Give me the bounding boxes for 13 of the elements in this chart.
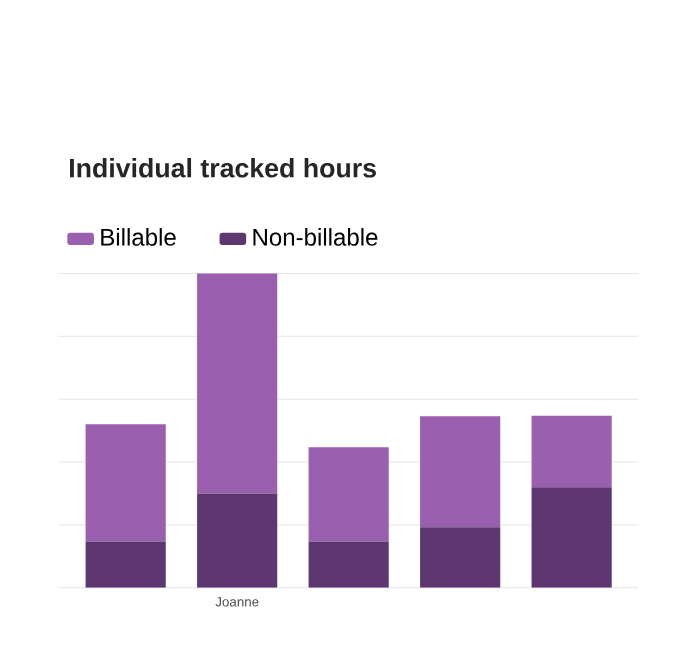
bar (531, 415, 612, 488)
legend-label: Non-billable (253, 228, 378, 246)
bar (197, 273, 278, 494)
bar (308, 541, 389, 588)
bar (197, 493, 278, 588)
bar (531, 487, 612, 588)
bar (420, 416, 501, 528)
bar (308, 447, 389, 542)
legend-label: Billable (101, 228, 176, 246)
bar (85, 541, 166, 588)
bar (420, 527, 501, 588)
bar (85, 424, 166, 542)
chart-title: Individual tracked hours (70, 158, 376, 178)
